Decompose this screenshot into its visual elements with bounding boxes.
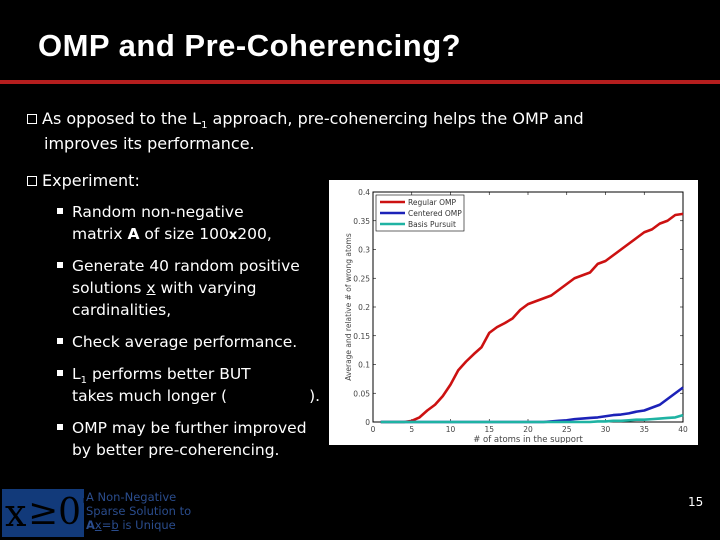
y-tick-label: 0.05: [353, 389, 370, 398]
footer-line: A Non-Negative: [86, 490, 177, 504]
subbullet-text: solutions: [72, 279, 147, 297]
square-bullet-icon: [57, 262, 63, 268]
series-line-basis-pursuit: [380, 413, 684, 424]
x-tick-label: 15: [484, 425, 494, 434]
y-tick-label: 0.35: [353, 217, 370, 226]
x-tick-label: 30: [601, 425, 611, 434]
vector-symbol: x: [146, 279, 156, 297]
footer-text: A: [86, 518, 95, 532]
subbullet-continuation: matrix A of size 100x200,: [72, 224, 272, 246]
plot-panel: 0 5 10 15 20 25 30 35 40 0 0.05 0.1 0.15 0.2 0.25 0.3 0.…: [329, 180, 698, 445]
logo-x-ge-0: x ≥0?: [2, 489, 84, 537]
subbullet-text: with varying: [155, 279, 257, 297]
subbullet-text: OMP may be further improved: [72, 419, 307, 437]
legend-label-centered-omp: Centered OMP: [408, 209, 462, 218]
subbullet-text: L: [72, 365, 81, 383]
x-tick-label: 40: [678, 425, 688, 434]
subbullet-text: of size 100: [139, 225, 229, 243]
subscript: 1: [201, 120, 208, 132]
matrix-symbol: A: [127, 225, 140, 243]
footer-line: Sparse Solution to: [86, 504, 192, 518]
x-tick-label: 20: [523, 425, 533, 434]
square-bullet-icon: [57, 370, 63, 376]
bullet-experiment: Experiment:: [27, 170, 140, 191]
legend-label-basis-pursuit: Basis Pursuit: [408, 220, 456, 229]
logo-ge: ≥0?: [28, 492, 84, 533]
subbullet-text: Check average performance.: [72, 333, 298, 351]
footer-text: x: [94, 518, 102, 532]
y-tick-label: 0.25: [353, 274, 370, 283]
subbullet-text: matrix: [72, 225, 128, 243]
bullet-text: Experiment:: [42, 171, 140, 190]
footer-caption: A Non-Negative Sparse Solution to Ax=b i…: [86, 490, 191, 532]
footer-line: Ax=b is Unique: [86, 518, 191, 532]
x-tick-label: 35: [639, 425, 649, 434]
x-tick-label: 5: [409, 425, 414, 434]
subbullet-text: ).: [309, 387, 321, 405]
subbullet-omp-improved: OMP may be further improved: [57, 418, 307, 439]
plot-border: [329, 180, 698, 445]
subbullet-generate: Generate 40 random positive: [57, 256, 300, 277]
logo-x: x: [5, 491, 27, 535]
times-symbol: x: [228, 228, 238, 243]
subbullet-continuation: solutions x with varying: [72, 278, 257, 299]
subbullet-text: takes much longer (: [72, 387, 228, 405]
checkbox-bullet-icon: [27, 176, 37, 186]
bullet-continuation: improves its performance.: [44, 134, 255, 153]
subbullet-text: Random non-negative: [72, 203, 244, 221]
x-tick-label: 0: [371, 425, 376, 434]
subbullet-continuation: takes much longer ().: [72, 386, 320, 407]
bullet-text: approach, pre-cohenercing helps the OMP …: [207, 109, 584, 128]
checkbox-bullet-icon: [27, 114, 37, 124]
y-tick-label: 0.2: [358, 303, 370, 312]
subbullet-continuation: by better pre-coherencing.: [72, 441, 280, 459]
subbullet-text: 200,: [237, 225, 272, 243]
square-bullet-icon: [57, 424, 63, 430]
y-tick-label: 0.15: [353, 332, 370, 341]
y-tick-label: 0.1: [358, 361, 370, 370]
subbullet-continuation: cardinalities,: [72, 301, 172, 319]
subbullet-random-matrix: Random non-negative: [57, 202, 244, 223]
x-tick-label: 10: [446, 425, 456, 434]
y-tick-label: 0.4: [358, 188, 370, 197]
x-axis-label: # of atoms in the support: [473, 435, 583, 445]
square-bullet-icon: [57, 208, 63, 214]
footer-text: b: [111, 518, 119, 532]
y-tick-label: 0: [365, 418, 370, 427]
subscript: 1: [80, 375, 88, 387]
subbullet-text: Generate 40 random positive: [72, 257, 300, 275]
y-axis-label: Average and relative # of wrong atoms: [344, 233, 353, 381]
chart-legend: Regular OMP Centered OMP Basis Pursuit: [375, 194, 465, 232]
subbullet-text: performs better BUT: [87, 365, 251, 383]
y-tick-label: 0.3: [358, 246, 370, 255]
bullet-text: As opposed to the L: [42, 109, 202, 128]
footer-text: =: [101, 518, 112, 532]
subbullet-l1-performs: L1 performs better BUT: [57, 364, 251, 391]
square-bullet-icon: [57, 338, 63, 344]
page-number: 15: [688, 495, 704, 509]
title-underline: [0, 80, 720, 84]
subbullet-check-performance: Check average performance.: [57, 332, 297, 353]
performance-chart: 0 5 10 15 20 25 30 35 40 0 0.05 0.1 0.15 0.2 0.25 0.3 0.…: [344, 188, 688, 445]
page-title: OMP and Pre-Coherencing?: [38, 28, 462, 63]
legend-label-regular-omp: Regular OMP: [408, 198, 457, 207]
x-tick-label: 25: [562, 425, 572, 434]
series-line-regular-omp: [380, 212, 684, 424]
bullet-pre-coherencing: As opposed to the L1 approach, pre-cohen…: [27, 108, 584, 136]
footer-text: is Unique: [118, 518, 176, 532]
